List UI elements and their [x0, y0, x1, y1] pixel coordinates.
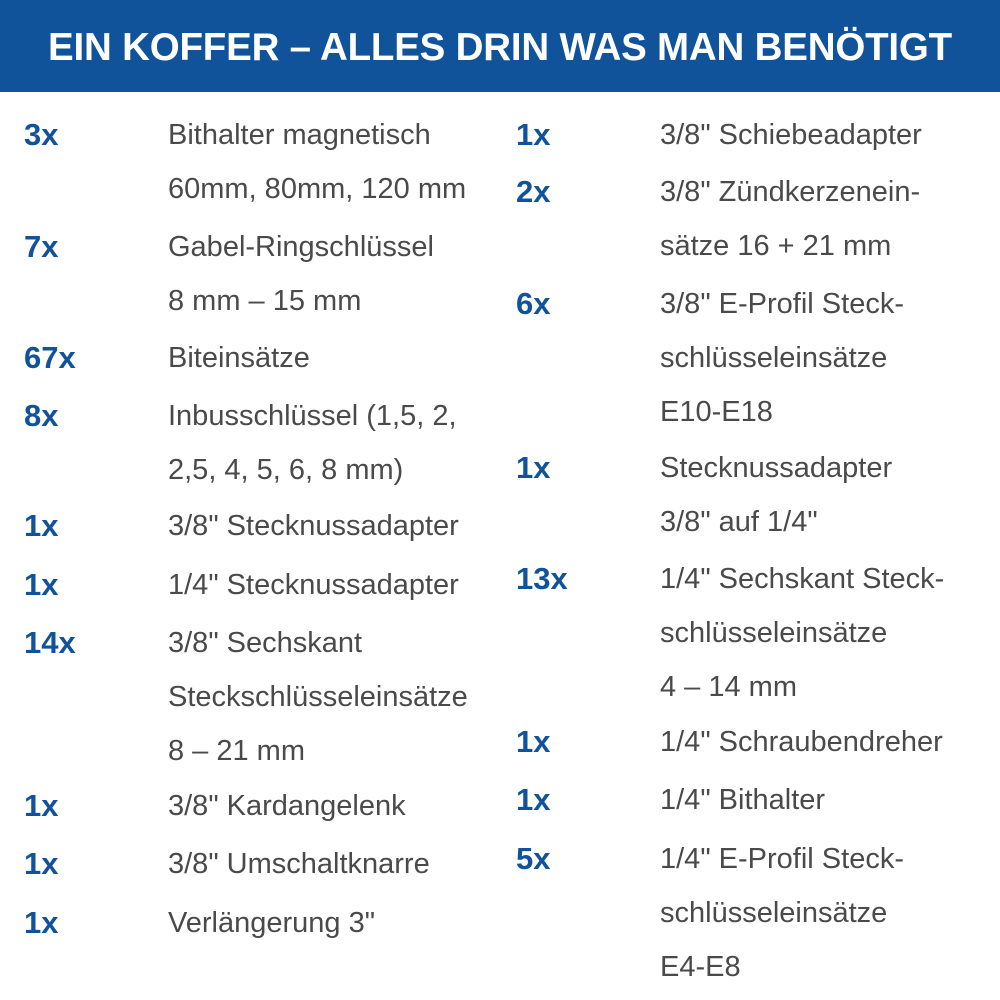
item-quantity: 7x — [24, 229, 59, 264]
item-description-line: 3/8" Stecknussadapter — [168, 510, 459, 542]
item-description: 3/8" Sechskant Steckschlüsseleinsätze 8 – … — [168, 616, 468, 778]
item-description-line: E10-E18 — [660, 396, 773, 428]
item-description-line: 3/8" auf 1/4" — [660, 506, 818, 538]
item-description-line: Inbusschlüssel (1,5, 2, — [168, 400, 457, 432]
item-description: Inbusschlüssel (1,5, 2, 2,5, 4, 5, 6, 8 m… — [168, 389, 457, 497]
item-description-line: Steckschlüsseleinsätze — [168, 681, 468, 713]
item-description-line: Verlängerung 3" — [168, 907, 376, 939]
item-description-line: 8 mm – 15 mm — [168, 285, 362, 317]
item-description-line: 60mm, 80mm, 120 mm — [168, 173, 467, 205]
item-quantity: 1x — [24, 905, 59, 940]
item-quantity: 1x — [516, 450, 551, 485]
item-description-line: Bithalter magnetisch — [168, 119, 431, 151]
item-description: 3/8" Zündkerzenein-sätze 16 + 21 mm — [660, 165, 920, 273]
item-description-line: 1/4" Stecknussadapter — [168, 569, 459, 601]
item-description: 1/4" Schraubendreher — [660, 715, 943, 769]
item-quantity: 5x — [516, 841, 551, 876]
item-description-line: schlüsseleinsätze — [660, 617, 888, 649]
item-quantity: 1x — [24, 508, 59, 543]
item-quantity: 2x — [516, 174, 551, 209]
item-description: 3/8" Kardangelenk — [168, 779, 406, 833]
item-quantity: 8x — [24, 398, 59, 433]
item-description-line: 2,5, 4, 5, 6, 8 mm) — [168, 454, 404, 486]
item-description: Verlängerung 3" — [168, 896, 375, 950]
item-description-line: 8 – 21 mm — [168, 735, 305, 767]
item-description-line: Biteinsätze — [168, 342, 310, 374]
item-description-line: 3/8" Umschaltknarre — [168, 848, 430, 880]
page-title: EIN KOFFER – ALLES DRIN WAS MAN BENÖTIGT — [48, 26, 952, 69]
item-description: Stecknussadapter 3/8" auf 1/4" — [660, 441, 892, 549]
item-description-line: E4-E8 — [660, 951, 741, 983]
item-description: Bithalter magnetisch 60mm, 80mm, 120 mm — [168, 108, 466, 216]
item-quantity: 1x — [516, 782, 551, 817]
item-description: 1/4" E-Profil Steck-schlüsseleinsätze E4-… — [660, 832, 904, 994]
item-quantity: 1x — [516, 724, 551, 759]
item-description-line: schlüsseleinsätze — [660, 342, 888, 374]
item-description: 3/8" E-Profil Steck-schlüsseleinsätze E10… — [660, 277, 904, 439]
item-quantity: 1x — [24, 846, 59, 881]
item-quantity: 13x — [516, 561, 568, 596]
item-description-line: 3/8" Kardangelenk — [168, 790, 406, 822]
item-quantity: 1x — [24, 567, 59, 602]
item-description-line: 1/4" Schraubendreher — [660, 726, 943, 758]
item-description-line: 3/8" Sechskant — [168, 627, 363, 659]
item-description-line: 1/4" E-Profil Steck- — [660, 843, 904, 875]
item-description: 3/8" Umschaltknarre — [168, 837, 430, 891]
item-description: 1/4" Stecknussadapter — [168, 558, 459, 612]
item-description-line: 3/8" Schiebeadapter — [660, 119, 922, 151]
item-description-line: 4 – 14 mm — [660, 671, 797, 703]
item-description: 3/8" Schiebeadapter — [660, 108, 922, 162]
item-description-line: schlüsseleinsätze — [660, 897, 888, 929]
item-description-line: sätze 16 + 21 mm — [660, 230, 892, 262]
item-quantity: 3x — [24, 117, 59, 152]
item-quantity: 14x — [24, 625, 76, 660]
item-quantity: 67x — [24, 340, 76, 375]
item-description-line: 1/4" Sechskant Steck- — [660, 563, 945, 595]
item-description: 1/4" Sechskant Steck-schlüsseleinsätze 4 … — [660, 552, 944, 714]
item-quantity: 6x — [516, 286, 551, 321]
item-description-line: Gabel-Ringschlüssel — [168, 231, 434, 263]
item-description-line: 3/8" Zündkerzenein- — [660, 176, 921, 208]
item-description: 1/4" Bithalter — [660, 773, 825, 827]
item-quantity: 1x — [24, 788, 59, 823]
item-description-line: Stecknussadapter — [660, 452, 893, 484]
item-description: Gabel-Ringschlüssel 8 mm – 15 mm — [168, 220, 434, 328]
item-description: 3/8" Stecknussadapter — [168, 499, 459, 553]
header-banner: EIN KOFFER – ALLES DRIN WAS MAN BENÖTIGT — [0, 0, 1000, 92]
item-description-line: 1/4" Bithalter — [660, 784, 826, 816]
item-quantity: 1x — [516, 117, 551, 152]
item-description-line: 3/8" E-Profil Steck- — [660, 288, 904, 320]
item-description: Biteinsätze — [168, 331, 310, 385]
